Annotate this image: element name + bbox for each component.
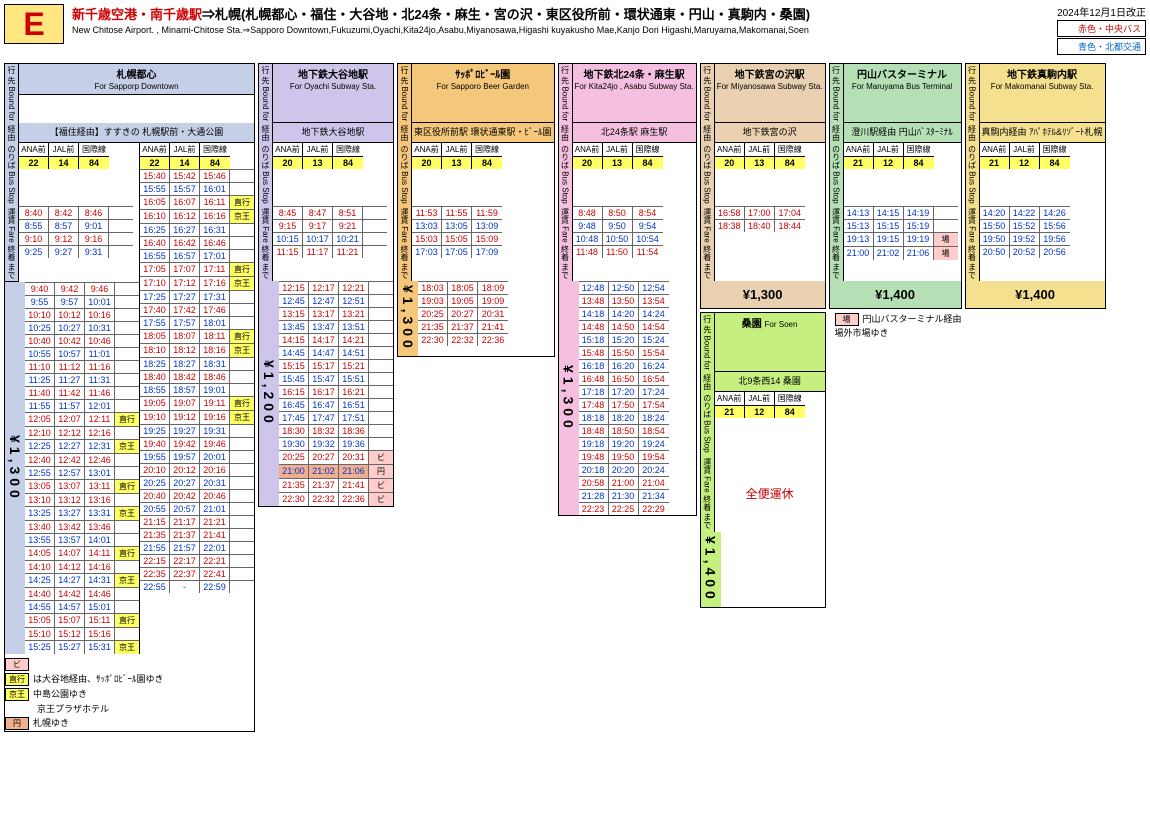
bound-label: 行 先 Bound for <box>5 64 19 123</box>
page-header: E 新千歳空港・南千歳駅⇒札幌(札幌都心・福住・大谷地・北24条・麻生・宮の沢・… <box>4 4 1146 55</box>
header-date: 2024年12月1日改正 赤色・中央バス 青色・北都交通 <box>1057 4 1146 55</box>
route-badge: E <box>4 4 64 44</box>
block-miyanosawa: 行 先 Bound for地下鉄宮の沢駅For Miyanosawa Subwa… <box>700 63 826 309</box>
block-soen: 行 先 Bound for桑園 For Soen 経由北9条西14 桑園 のりば… <box>700 312 826 608</box>
block-sapporo: 行 先 Bound for 札幌都心For Sapporp Downtown 経… <box>4 63 255 732</box>
legend-notes: ビ 直行は大谷地経由、ｻｯﾎﾟﾛﾋﾞｰﾙ園ゆき 京王中島公園ゆき 京王プラザホテ… <box>5 658 254 730</box>
timetable-container: 行 先 Bound for 札幌都心For Sapporp Downtown 経… <box>4 63 1146 732</box>
block-kita24: 行 先 Bound for地下鉄北24条・麻生駅For Kita24jo , A… <box>558 63 697 516</box>
block-beer: 行 先 Bound forｻｯﾎﾟﾛﾋﾞｰﾙ園For Sapporo Beer … <box>397 63 555 357</box>
block-makomanai: 行 先 Bound for地下鉄真駒内駅For Makomanai Subway… <box>965 63 1106 309</box>
note-ba: 場円山バスターミナル経由 場外市場ゆき <box>835 312 962 339</box>
block-oyachi: 行 先 Bound for地下鉄大谷地駅For Oyachi Subway St… <box>258 63 394 507</box>
block-maruyama: 行 先 Bound for円山バスターミナルFor Maruyama Bus T… <box>829 63 962 309</box>
header-title: 新千歳空港・南千歳駅⇒札幌(札幌都心・福住・大谷地・北24条・麻生・宮の沢・東区… <box>72 4 1049 36</box>
